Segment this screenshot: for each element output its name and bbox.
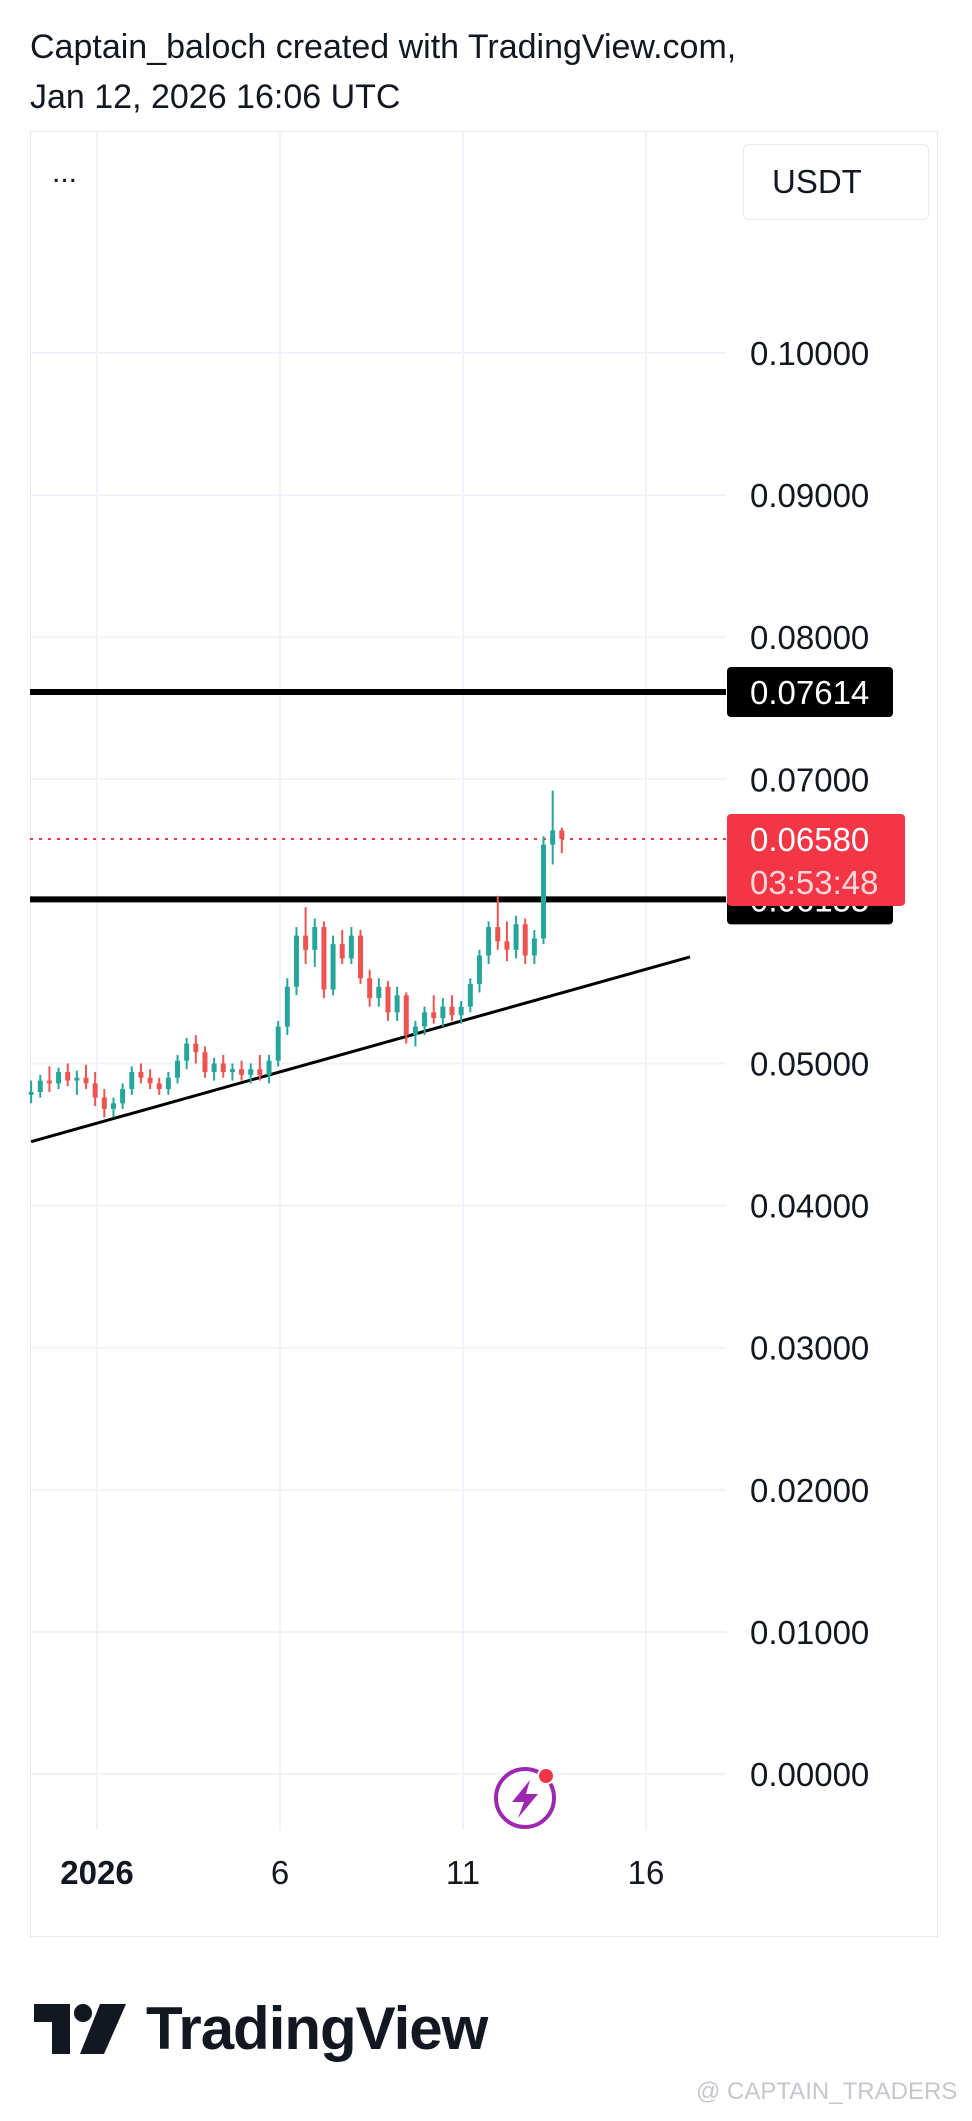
candle-body [138, 1072, 144, 1078]
candle-body [92, 1083, 98, 1098]
candle-body [339, 944, 345, 959]
y-tick-label: 0.03000 [750, 1330, 869, 1367]
candle-body [156, 1083, 162, 1090]
candle-body [467, 983, 473, 1007]
candle-body [486, 927, 492, 956]
candle-body [220, 1063, 226, 1073]
candle-body [129, 1072, 135, 1090]
y-tick-label: 0.10000 [750, 335, 869, 372]
candle-body [257, 1069, 263, 1075]
candle-body [175, 1060, 181, 1078]
candle-body [550, 830, 556, 845]
candle-body [522, 924, 528, 956]
y-tick-label: 0.00000 [750, 1756, 869, 1793]
candle-body [330, 944, 336, 990]
candle-body [239, 1069, 245, 1075]
candle-body [65, 1072, 71, 1081]
y-tick-label: 0.07000 [750, 761, 869, 798]
candle-body [110, 1103, 116, 1109]
chart-attribution: Captain_baloch created with TradingView.… [30, 22, 736, 122]
currency-selector[interactable]: USDT [743, 144, 929, 220]
current-price-label: 0.06580 [750, 821, 869, 858]
candle-body [28, 1091, 34, 1095]
candle-body [440, 1006, 446, 1019]
candle-body [403, 995, 409, 1036]
x-tick-label: 16 [628, 1854, 665, 1891]
candle-body [202, 1052, 208, 1073]
candle-body [531, 938, 537, 956]
y-tick-label: 0.05000 [750, 1046, 869, 1083]
candle-body [37, 1080, 43, 1092]
candle-body [284, 986, 290, 1027]
candle-body [541, 844, 547, 939]
price-countdown-label: 03:53:48 [750, 864, 878, 901]
candle-body [394, 995, 400, 1013]
candle-body [422, 1012, 428, 1027]
candle-body [165, 1077, 171, 1090]
candle-body [275, 1026, 281, 1061]
chart-menu-button[interactable]: ... [52, 156, 78, 189]
y-tick-label: 0.02000 [750, 1472, 869, 1509]
candle-body [83, 1077, 89, 1084]
y-tick-label: 0.09000 [750, 477, 869, 514]
candle-body [449, 1006, 455, 1016]
brand-wordmark: TradingView [146, 1995, 488, 2062]
candle-body [321, 927, 327, 990]
y-tick-label: 0.04000 [750, 1188, 869, 1225]
candle-body [147, 1077, 153, 1084]
candle-body [56, 1072, 62, 1084]
candle-body [193, 1043, 199, 1053]
chart-frame [30, 131, 938, 1937]
candle-body [293, 935, 299, 987]
trendline [30, 955, 691, 1144]
candle-body [367, 978, 373, 999]
candle-body [211, 1063, 217, 1073]
x-tick-label: 11 [446, 1854, 480, 1891]
candle-body [513, 924, 519, 950]
candle-body [385, 986, 391, 1013]
candle-body [476, 955, 482, 984]
current-price-tag [727, 813, 905, 906]
watermark: @ CAPTAIN_TRADERS [696, 2078, 958, 2105]
candle-body [229, 1069, 235, 1073]
x-tick-label: 6 [271, 1854, 289, 1891]
candle-body [312, 927, 318, 950]
level-price-label: 0.07614 [750, 674, 869, 711]
candle-body [74, 1077, 80, 1081]
attribution-author: Captain_baloch created with TradingView.… [30, 28, 737, 66]
candle-body [495, 927, 501, 942]
candle-body [559, 830, 565, 839]
candle-body [46, 1080, 52, 1084]
candle-body [412, 1026, 418, 1036]
level-price-tag [727, 667, 893, 718]
tradingview-brand[interactable]: TradingView [34, 1994, 488, 2063]
candle-body [458, 1006, 464, 1016]
x-tick-label: 2026 [60, 1854, 133, 1891]
candle-body [376, 986, 382, 999]
lightning-bolt-icon[interactable] [494, 1767, 556, 1829]
y-tick-label: 0.08000 [750, 619, 869, 656]
candle-body [120, 1089, 126, 1104]
candle-body [358, 935, 364, 979]
attribution-date: Jan 12, 2026 16:06 UTC [30, 78, 401, 116]
candle-body [266, 1060, 272, 1075]
tradingview-logo-icon [34, 2003, 126, 2054]
candle-body [431, 1012, 437, 1019]
currency-label: USDT [772, 163, 862, 200]
candle-body [101, 1097, 107, 1109]
candle-body [248, 1069, 254, 1075]
candle-body [504, 941, 510, 950]
candle-body [184, 1043, 190, 1061]
y-tick-label: 0.01000 [750, 1614, 869, 1651]
candle-body [303, 935, 309, 950]
candle-body [348, 935, 354, 959]
